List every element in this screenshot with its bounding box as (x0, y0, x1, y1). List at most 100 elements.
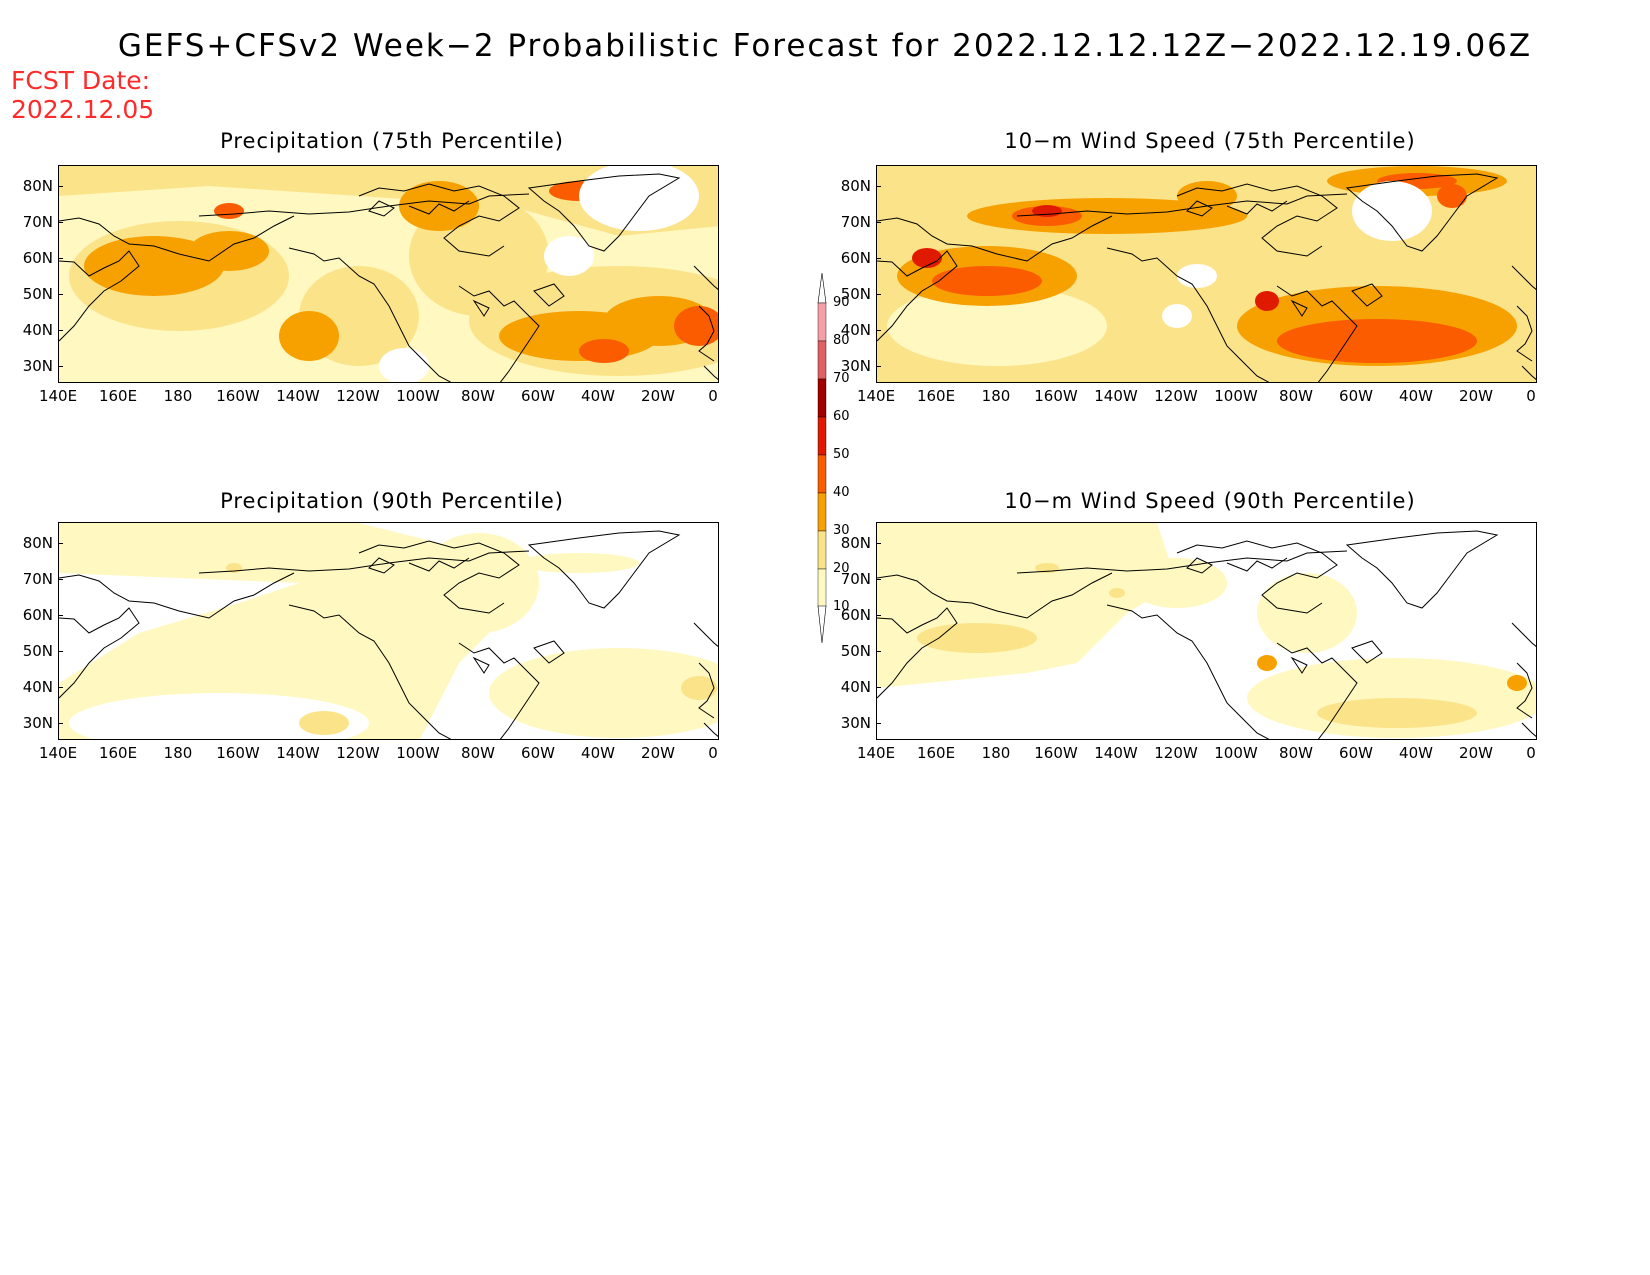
lat-tick (876, 330, 881, 331)
coastline (1345, 530, 1499, 609)
lon-label: 180 (981, 387, 1011, 405)
lon-label: 100W (396, 387, 440, 405)
coastline (1226, 200, 1288, 215)
colorbar-bottom-arrow (817, 605, 827, 644)
probability-area (69, 693, 369, 739)
probability-area (59, 523, 529, 739)
coastline (1351, 283, 1383, 307)
colorbar-swatch (817, 340, 827, 380)
lon-label: 60W (1339, 744, 1373, 762)
probability-area (279, 311, 339, 361)
coastline (288, 604, 452, 739)
coastline (1511, 265, 1536, 290)
lon-label: 120W (1154, 387, 1198, 405)
lon-label: 160W (1034, 387, 1078, 405)
lat-tick (876, 651, 881, 652)
lat-label: 30N (840, 714, 871, 732)
lat-label: 50N (840, 285, 871, 303)
colorbar-tick-label: 70 (833, 371, 850, 386)
lon-label: 140E (38, 387, 78, 405)
map-canvas (877, 166, 1536, 382)
lat-label: 40N (840, 678, 871, 696)
coastline (1106, 604, 1270, 739)
coastline (1345, 173, 1499, 252)
lat-label: 50N (840, 642, 871, 660)
probability-area (1127, 558, 1227, 608)
probability-area (1317, 698, 1477, 728)
lon-label: 40W (581, 744, 615, 762)
lat-tick (58, 294, 63, 295)
coastline (703, 722, 718, 737)
colorbar-tick-label: 60 (833, 409, 850, 424)
colorbar-tick-label: 80 (833, 333, 850, 348)
lat-label: 70N (840, 570, 871, 588)
probability-area (59, 166, 718, 236)
lon-label: 120W (336, 387, 380, 405)
lon-label: 60W (1339, 387, 1373, 405)
lon-label: 160W (216, 744, 260, 762)
probability-area (681, 676, 717, 700)
colorbar (812, 272, 832, 657)
lon-label: 80W (1279, 387, 1313, 405)
lon-label: 20W (1459, 744, 1493, 762)
probability-area (579, 339, 629, 363)
lat-label: 70N (22, 570, 53, 588)
colorbar-swatch (817, 378, 827, 418)
coastline (1016, 193, 1348, 217)
lon-label: 0 (1526, 744, 1536, 762)
lon-label: 120W (1154, 744, 1198, 762)
coastline (59, 572, 295, 619)
lat-label: 60N (840, 606, 871, 624)
probability-area (917, 623, 1037, 653)
coastline (1290, 656, 1308, 674)
coastline (458, 285, 540, 382)
lat-tick (876, 687, 881, 688)
coastline (1516, 662, 1533, 719)
probability-area (1177, 264, 1217, 288)
lat-label: 60N (840, 249, 871, 267)
coastline (533, 640, 565, 664)
lat-tick (876, 222, 881, 223)
lon-label: 180 (163, 744, 193, 762)
lat-label: 30N (840, 357, 871, 375)
lat-tick (876, 186, 881, 187)
coastline (1226, 557, 1288, 572)
lat-tick (876, 543, 881, 544)
coastline (358, 183, 520, 257)
lon-label: 40W (1399, 744, 1433, 762)
lon-label: 140E (38, 744, 78, 762)
coastline (59, 607, 140, 699)
lon-label: 140E (856, 744, 896, 762)
lon-label: 80W (461, 744, 495, 762)
probability-area (674, 306, 718, 346)
probability-area (1437, 184, 1467, 208)
colorbar-top-arrow (817, 272, 827, 304)
coastline (1521, 722, 1536, 737)
probability-area (299, 711, 349, 735)
probability-area (932, 266, 1042, 296)
probability-area (519, 553, 639, 573)
lon-label: 80W (1279, 744, 1313, 762)
lat-tick (58, 366, 63, 367)
probability-area (489, 648, 718, 738)
probability-area (1177, 181, 1237, 211)
map-precip-75 (58, 165, 719, 383)
coastline (698, 305, 715, 362)
coastline (1276, 642, 1358, 739)
colorbar-swatch (817, 530, 827, 570)
lat-tick (58, 186, 63, 187)
colorbar-svg (817, 272, 827, 644)
panel-title-wind-75: 10−m Wind Speed (75th Percentile) (1004, 129, 1416, 153)
probability-area (1257, 655, 1277, 671)
lat-tick (876, 579, 881, 580)
coastline (1176, 183, 1338, 257)
map-wind-75 (876, 165, 1537, 383)
lat-label: 30N (22, 357, 53, 375)
lat-label: 80N (22, 177, 53, 195)
probability-area (912, 248, 942, 268)
coastline (288, 247, 452, 382)
lat-tick (58, 579, 63, 580)
coastline (408, 200, 470, 215)
coastline (1186, 200, 1213, 217)
lat-tick (58, 687, 63, 688)
